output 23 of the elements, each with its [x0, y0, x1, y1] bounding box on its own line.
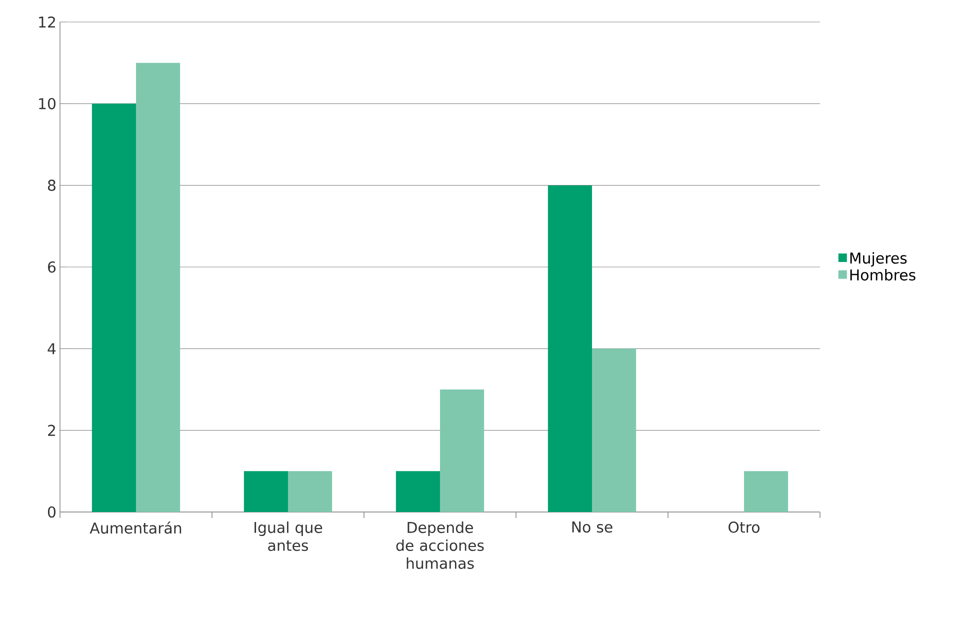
x-tick-label: Aumentarán [90, 522, 182, 534]
bar [136, 62, 180, 512]
y-tick-label: 0 [48, 506, 56, 518]
bar [592, 348, 636, 512]
legend-label: Hombres [850, 269, 916, 281]
x-tick-label: No se [572, 522, 612, 533]
y-tick-label: 10 [39, 98, 56, 110]
bar [92, 104, 136, 512]
x-tick-label: Depende de acciones humanas [396, 522, 484, 569]
y-tick-label: 2 [48, 424, 55, 436]
y-tick-label: 4 [48, 343, 56, 354]
y-tick-label: 8 [48, 180, 56, 191]
bar [396, 471, 440, 512]
x-tick-label: Igual que antes [254, 522, 322, 552]
y-tick-label: 6 [48, 261, 56, 273]
y-tick-label: 12 [39, 16, 55, 28]
bar [548, 185, 592, 512]
bar [440, 390, 484, 512]
bar [744, 471, 788, 512]
bar [244, 471, 288, 512]
bar [288, 471, 332, 512]
legend-label: Mujeres [850, 252, 907, 267]
x-tick-label: Otro [728, 522, 760, 533]
